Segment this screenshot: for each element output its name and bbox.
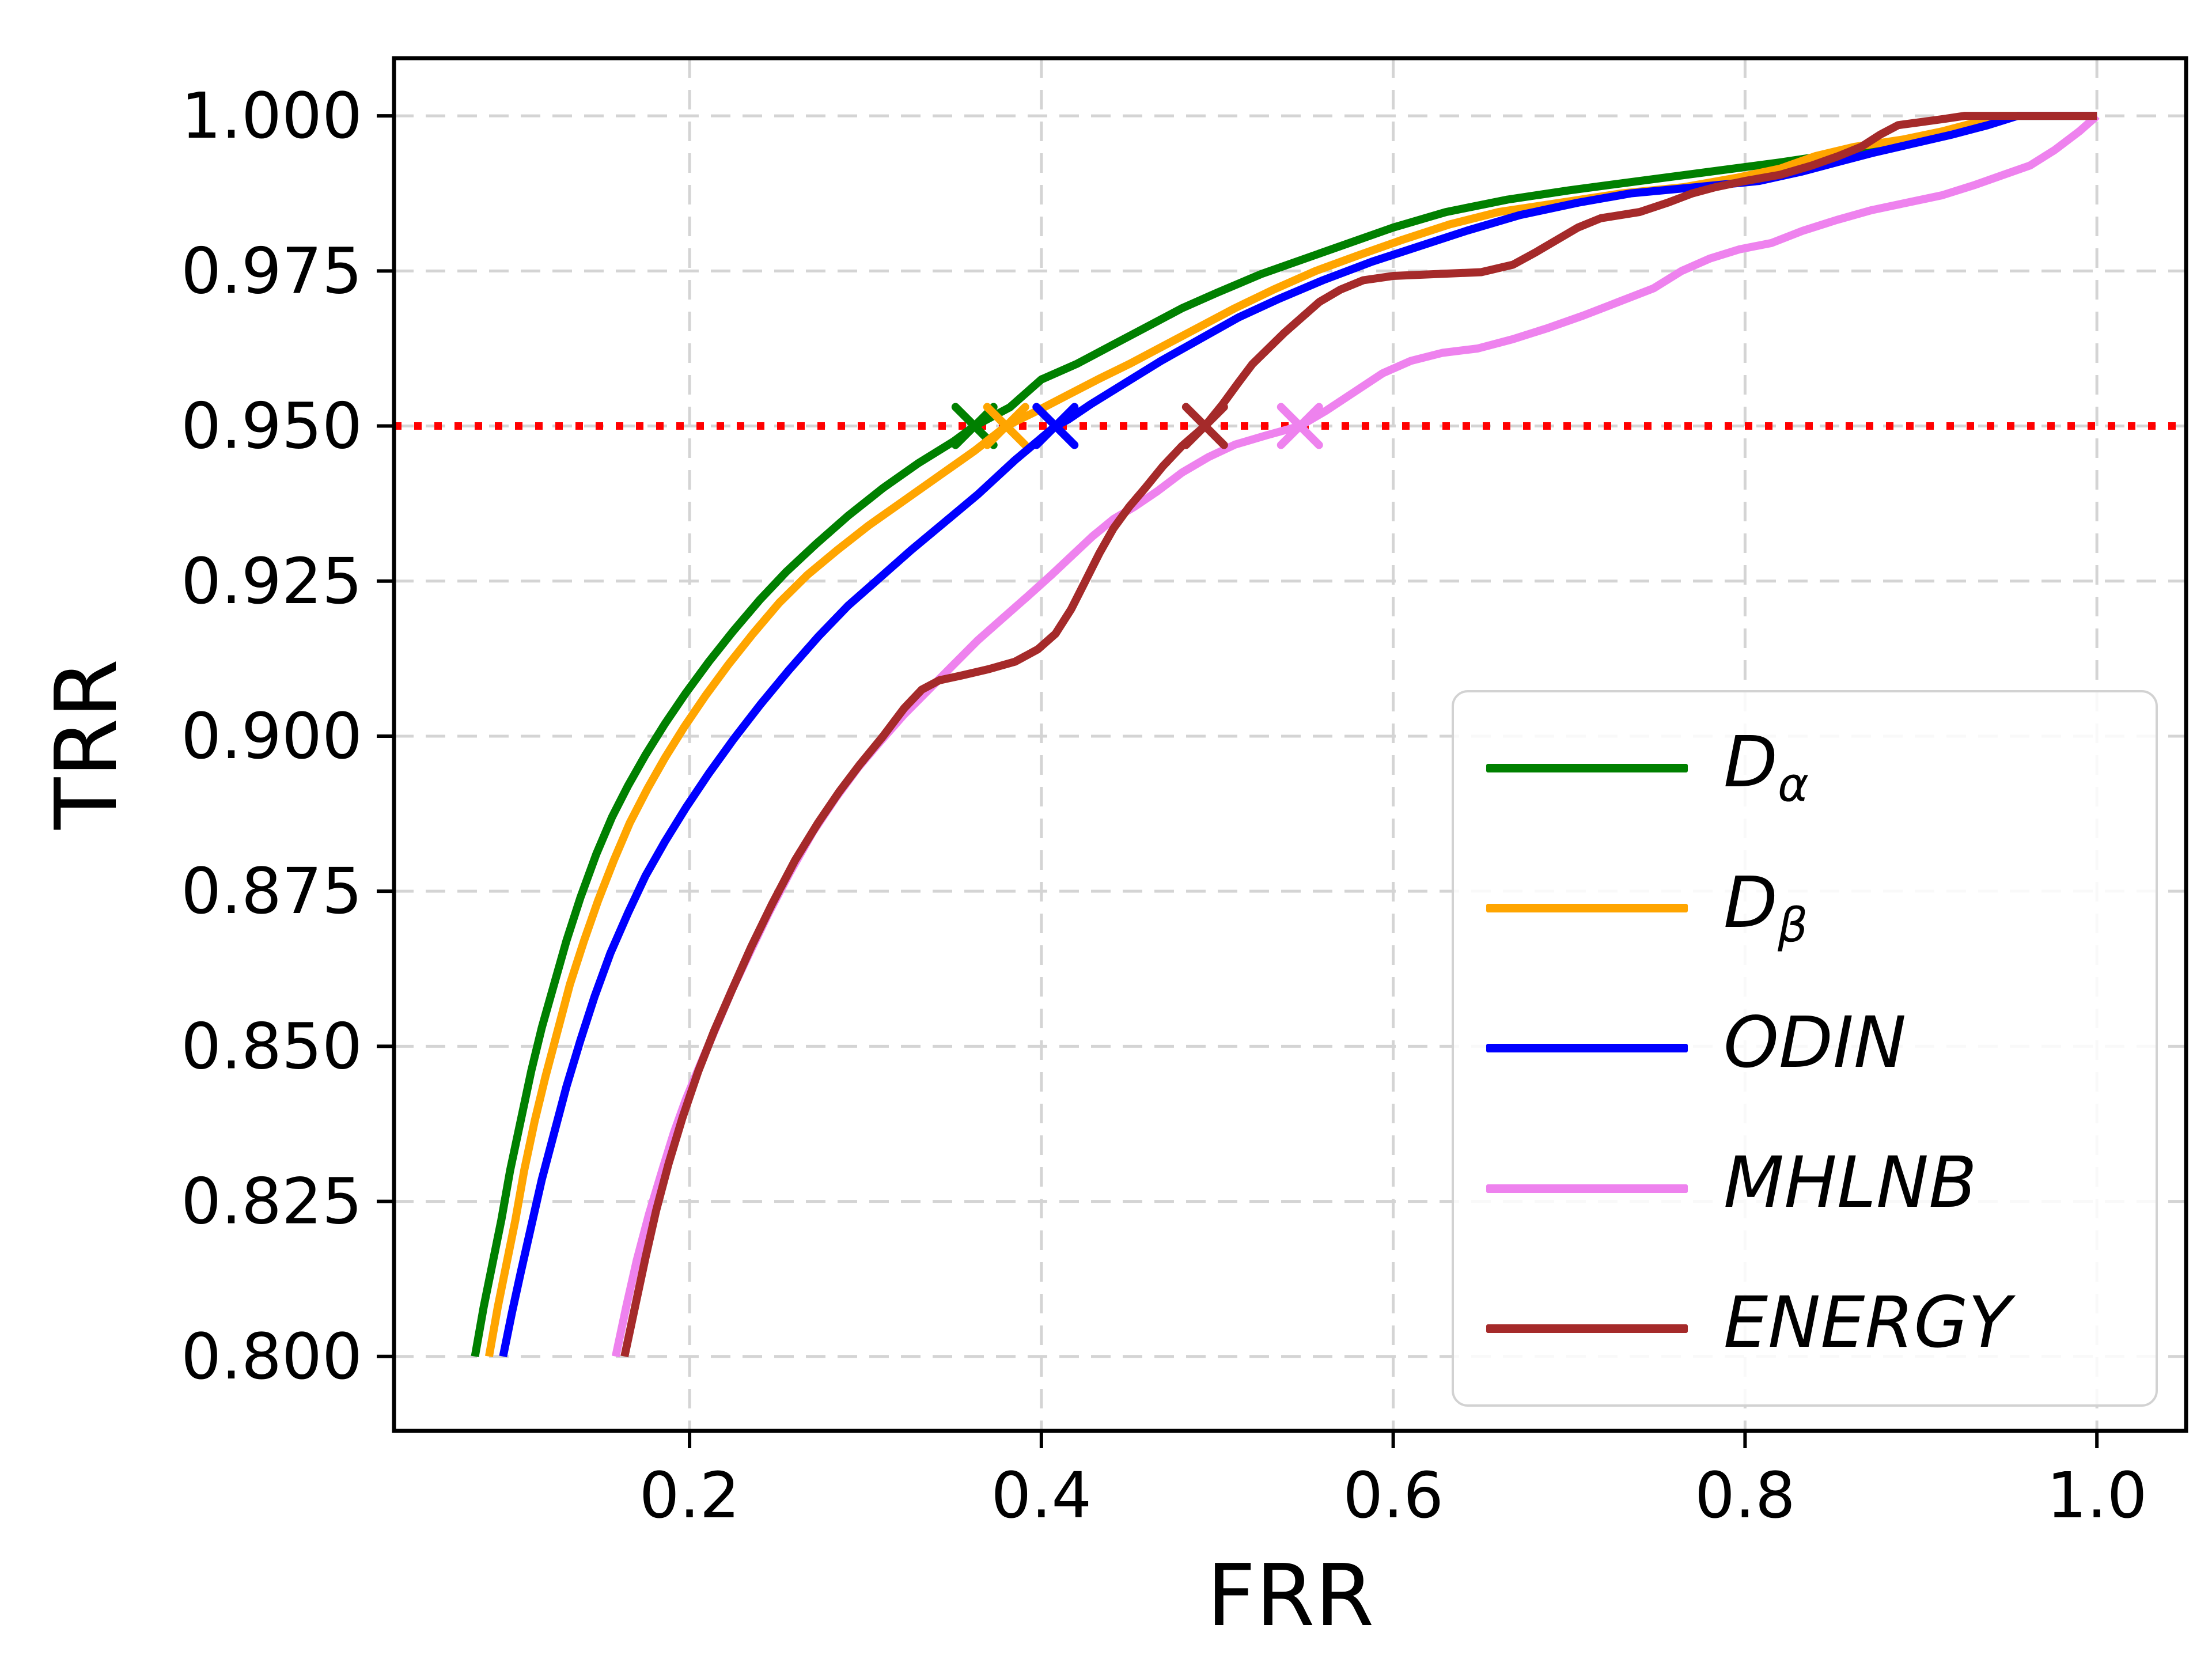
y-tick-label: 0.925 (181, 544, 362, 618)
x-axis-label: FRR (1206, 1546, 1374, 1645)
y-tick-label: 0.950 (181, 389, 362, 463)
legend-label: MHLNB (1724, 1141, 1977, 1224)
x-tick-label: 0.2 (639, 1459, 740, 1532)
legend-label: Dα (1724, 721, 1809, 813)
marker-ENERGY (1181, 403, 1228, 449)
y-tick-label: 0.900 (181, 699, 362, 773)
marker-D_beta (983, 403, 1029, 449)
legend-entry-energy: ENERGY (1486, 1287, 2144, 1369)
legend-entry-d-beta: Dβ (1486, 868, 2144, 949)
legend-label: Dβ (1724, 861, 1808, 953)
marker-MHLNB (1277, 403, 1323, 449)
legend-entry-mhlnb: MHLNB (1486, 1147, 2144, 1229)
y-axis-label: TRR (37, 658, 136, 830)
plot-border (392, 56, 2188, 1433)
legend-line-sample (1486, 904, 1688, 913)
x-tick-label: 0.8 (1695, 1459, 1796, 1532)
y-tick-label: 0.875 (181, 854, 362, 928)
y-tick-label: 0.975 (181, 234, 362, 308)
x-tick-label: 1.0 (2047, 1459, 2147, 1532)
marker-ODIN (1032, 403, 1079, 449)
legend-line-sample (1486, 1044, 1688, 1053)
y-tick-label: 0.850 (181, 1009, 362, 1083)
legend-entry-d-alpha: Dα (1486, 727, 2144, 809)
legend-entry-odin: ODIN (1486, 1007, 2144, 1089)
legend-label: ENERGY (1724, 1282, 2012, 1364)
x-tick-label: 0.4 (991, 1459, 1092, 1532)
legend: Dα Dβ ODIN MHLNB ENERGY (1452, 690, 2158, 1407)
legend-label: ODIN (1724, 1001, 1907, 1084)
y-tick-label: 1.000 (181, 79, 362, 153)
legend-line-sample (1486, 764, 1688, 773)
legend-line-sample (1486, 1184, 1688, 1193)
legend-line-sample (1486, 1324, 1688, 1333)
y-tick-label: 0.825 (181, 1165, 362, 1238)
curve-D_alpha (471, 112, 2097, 1358)
x-tick-label: 0.6 (1343, 1459, 1444, 1532)
y-tick-label: 0.800 (181, 1320, 362, 1393)
